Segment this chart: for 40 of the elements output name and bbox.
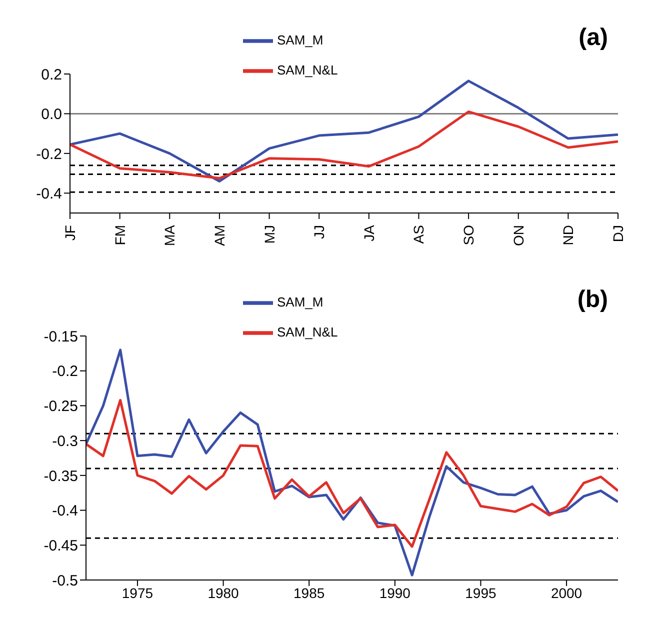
text: (b) <box>577 286 608 314</box>
x-tick-label: 2000 <box>550 584 582 601</box>
x-tick-label: DJ <box>610 225 626 242</box>
x-tick-label: SO <box>460 224 477 246</box>
line-series <box>86 348 618 576</box>
y-tick-label: 0.2 <box>41 66 62 84</box>
x-tick-label: FM <box>112 225 128 246</box>
y-tick-label: -0.4 <box>52 502 78 520</box>
x-tick-label: JJ <box>311 225 328 239</box>
x-tick-label: 1980 <box>208 584 240 601</box>
x-tick-label: JA <box>360 224 377 242</box>
x-tick-label: 1985 <box>294 584 325 601</box>
y-tick-label: -0.4 <box>36 185 62 202</box>
x-tick-label: ON <box>510 225 526 246</box>
y-tick-label: -0.2 <box>52 363 78 380</box>
y-tick-label: -0.15 <box>44 328 78 346</box>
y-tick-label: -0.25 <box>44 398 78 416</box>
x-tick-label: 1975 <box>122 584 154 601</box>
text: (a) <box>578 24 608 52</box>
y-tick-label: -0.35 <box>44 468 78 485</box>
legend-label: SAM_M <box>277 32 324 48</box>
legend-label: SAM_N&L <box>277 62 338 78</box>
x-tick-label: 1990 <box>379 584 411 601</box>
x-tick-label: MJ <box>261 225 278 244</box>
x-tick-label: JF <box>62 225 78 241</box>
y-tick-label: -0.45 <box>44 537 78 554</box>
line-series <box>86 398 618 548</box>
x-tick-label: AS <box>410 225 427 244</box>
y-tick-label: -0.2 <box>36 146 62 163</box>
y-tick-label: -0.5 <box>52 572 78 590</box>
line-series <box>70 80 618 182</box>
x-tick-label: AM <box>211 225 228 246</box>
legend-label: SAM_N&L <box>277 324 338 340</box>
legend-label: SAM_M <box>277 294 324 310</box>
x-tick-label: 1995 <box>465 584 496 601</box>
y-tick-label: 0.0 <box>41 106 62 124</box>
x-tick-label: ND <box>560 225 576 246</box>
x-tick-label: MA <box>162 224 178 246</box>
y-tick-label: -0.3 <box>52 432 78 450</box>
line-series <box>70 110 618 180</box>
